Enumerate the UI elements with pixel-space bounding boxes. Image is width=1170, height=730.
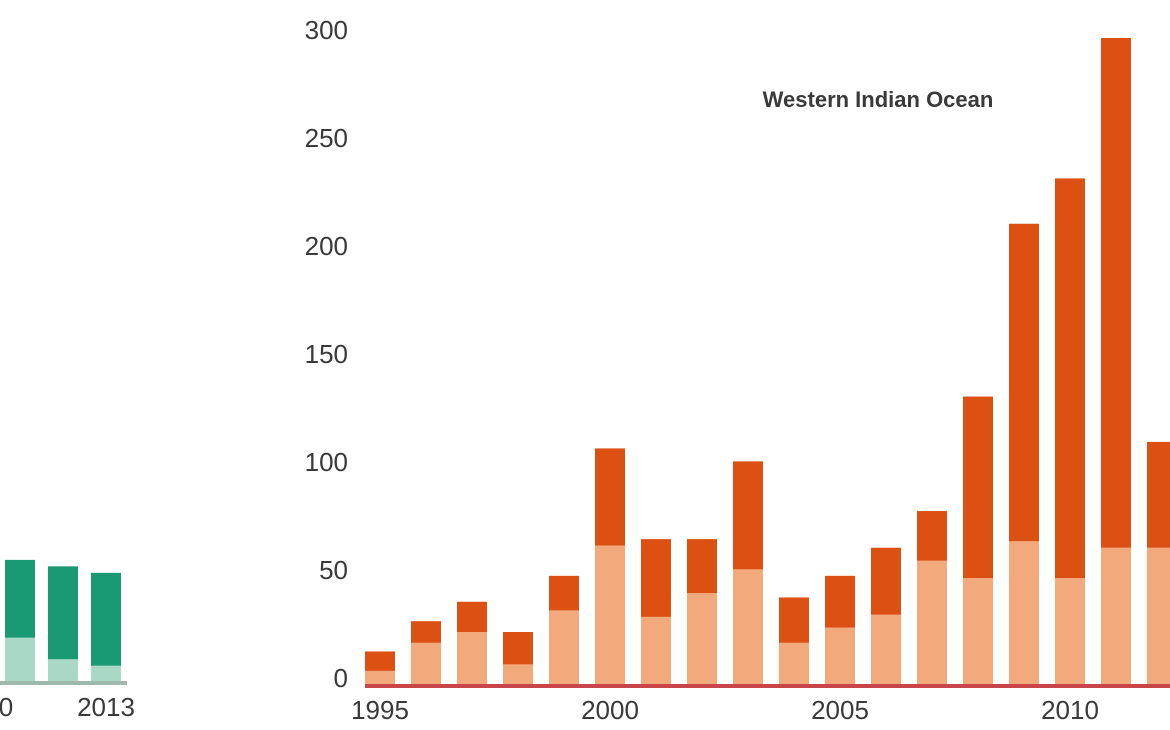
x-tick-label: 2010	[1041, 695, 1099, 725]
bar-segment	[917, 560, 947, 686]
y-tick-label: 200	[305, 231, 348, 261]
bar-segment	[825, 575, 855, 628]
bar-segment	[1055, 178, 1085, 578]
bar-segment	[733, 569, 763, 686]
chart-title: Western Indian Ocean	[763, 87, 994, 112]
y-tick-label: 300	[305, 15, 348, 45]
bar-segment	[5, 559, 35, 638]
bar-segment	[365, 670, 395, 686]
bar-segment	[549, 575, 579, 611]
bar-segment	[917, 511, 947, 561]
x-tick-label: 0	[0, 692, 13, 722]
x-tick-label: 2005	[811, 695, 869, 725]
bar-segment	[595, 545, 625, 686]
bar-segment	[1009, 541, 1039, 686]
bar-segment	[48, 659, 78, 683]
bar-segment	[779, 597, 809, 643]
y-tick-label: 150	[305, 339, 348, 369]
bar-segment	[457, 601, 487, 632]
x-tick-label: 1995	[351, 695, 409, 725]
bar-segment	[687, 593, 717, 686]
y-tick-label: 50	[319, 555, 348, 585]
y-tick-label: 250	[305, 123, 348, 153]
bar-segment	[503, 632, 533, 665]
bar-segment	[5, 637, 35, 683]
bar-segment	[1009, 223, 1039, 542]
bar-segment	[963, 578, 993, 686]
bar-segment	[779, 642, 809, 686]
bar-segment	[641, 616, 671, 686]
bar-segment	[641, 539, 671, 617]
bar-segment	[871, 547, 901, 615]
y-tick-label: 100	[305, 447, 348, 477]
bar-segment	[733, 461, 763, 570]
x-tick-label: 2013	[77, 692, 135, 722]
bar-segment	[503, 664, 533, 686]
bar-segment	[825, 627, 855, 686]
bar-segment	[595, 448, 625, 546]
bar-segment	[411, 642, 441, 686]
bar-segment	[48, 566, 78, 660]
bar-segment	[411, 621, 441, 643]
bar-segment	[365, 651, 395, 671]
bar-segment	[1101, 547, 1131, 686]
bar-segment	[549, 610, 579, 686]
bar-segment	[1147, 547, 1170, 686]
bar-segment	[1147, 441, 1170, 548]
bar-segment	[871, 614, 901, 686]
bar-segment	[91, 665, 121, 683]
bar-segment	[1101, 38, 1131, 548]
bar-segment	[457, 632, 487, 686]
bar-segment	[963, 396, 993, 578]
x-tick-label: 2000	[581, 695, 639, 725]
bar-segment	[687, 539, 717, 594]
bar-segment	[91, 572, 121, 666]
y-tick-label: 0	[334, 663, 348, 693]
bar-segment	[1055, 578, 1085, 686]
